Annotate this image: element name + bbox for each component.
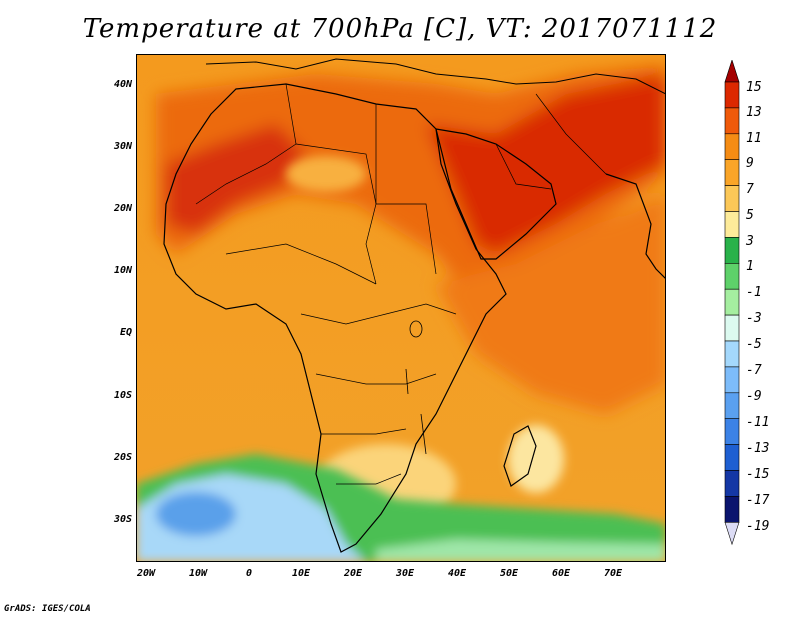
colorbar-segment — [725, 522, 739, 544]
lon-label-30e: 30E — [385, 568, 425, 579]
lon-label-70e: 70E — [593, 568, 633, 579]
colorbar-segment — [725, 263, 739, 289]
mild-zone-sahel — [286, 156, 366, 192]
colorbar-segment — [725, 445, 739, 471]
colorbar-label-1: 1 — [746, 259, 754, 274]
lon-label-50e: 50E — [489, 568, 529, 579]
colorbar-segment — [725, 341, 739, 367]
lat-label-eq: EQ — [92, 327, 132, 338]
map-title: Temperature at 700hPa [C], VT: 201707111… — [0, 14, 800, 44]
lat-label-20s: 20S — [92, 452, 132, 463]
colorbar-label-neg13: -13 — [746, 441, 769, 456]
colorbar-segment — [725, 212, 739, 238]
lat-label-30n: 30N — [92, 141, 132, 152]
colorbar-segment — [725, 108, 739, 134]
lat-label-40n: 40N — [92, 79, 132, 90]
colorbar-label-7: 7 — [746, 182, 754, 197]
colorbar-label-15: 15 — [746, 80, 762, 95]
lon-label-60e: 60E — [541, 568, 581, 579]
colorbar-segment — [725, 82, 739, 108]
lon-label-20e: 20E — [333, 568, 373, 579]
colorbar-segment — [725, 315, 739, 341]
colorbar-label-neg3: -3 — [746, 311, 762, 326]
lat-label-30s: 30S — [92, 514, 132, 525]
lat-label-20n: 20N — [92, 203, 132, 214]
colorbar-label-neg9: -9 — [746, 389, 762, 404]
colorbar-segment — [725, 134, 739, 160]
colorbar-segment — [725, 496, 739, 522]
colorbar-label-neg5: -5 — [746, 337, 762, 352]
colorbar-segment — [725, 367, 739, 393]
cold-core — [156, 492, 236, 536]
lon-label-20w: 20W — [126, 568, 166, 579]
colorbar-segment — [725, 393, 739, 419]
lon-label-40e: 40E — [437, 568, 477, 579]
colorbar-segment — [725, 237, 739, 263]
lon-label-10w: 10W — [178, 568, 218, 579]
lat-label-10s: 10S — [92, 390, 132, 401]
lon-label-0: 0 — [229, 568, 269, 579]
colorbar-segment — [725, 60, 739, 82]
credit-text: GrADS: IGES/COLA — [4, 604, 91, 614]
colorbar-label-5: 5 — [746, 208, 754, 223]
colorbar-label-neg1: -1 — [746, 285, 762, 300]
lon-label-10e: 10E — [281, 568, 321, 579]
colorbar-label-neg7: -7 — [746, 363, 762, 378]
colorbar-label-neg17: -17 — [746, 493, 769, 508]
colorbar-segment — [725, 186, 739, 212]
colorbar-label-neg15: -15 — [746, 467, 769, 482]
colorbar-segment — [725, 289, 739, 315]
colorbar-segment — [725, 419, 739, 445]
colorbar-label-9: 9 — [746, 156, 754, 171]
colorbar-label-3: 3 — [746, 234, 754, 249]
colorbar-segment — [725, 471, 739, 497]
colorbar-label-neg19: -19 — [746, 519, 769, 534]
temperature-map — [136, 54, 666, 562]
colorbar-label-11: 11 — [746, 131, 762, 146]
colorbar-segment — [725, 160, 739, 186]
colorbar-label-13: 13 — [746, 105, 762, 120]
colorbar-label-neg11: -11 — [746, 415, 769, 430]
lat-label-10n: 10N — [92, 265, 132, 276]
